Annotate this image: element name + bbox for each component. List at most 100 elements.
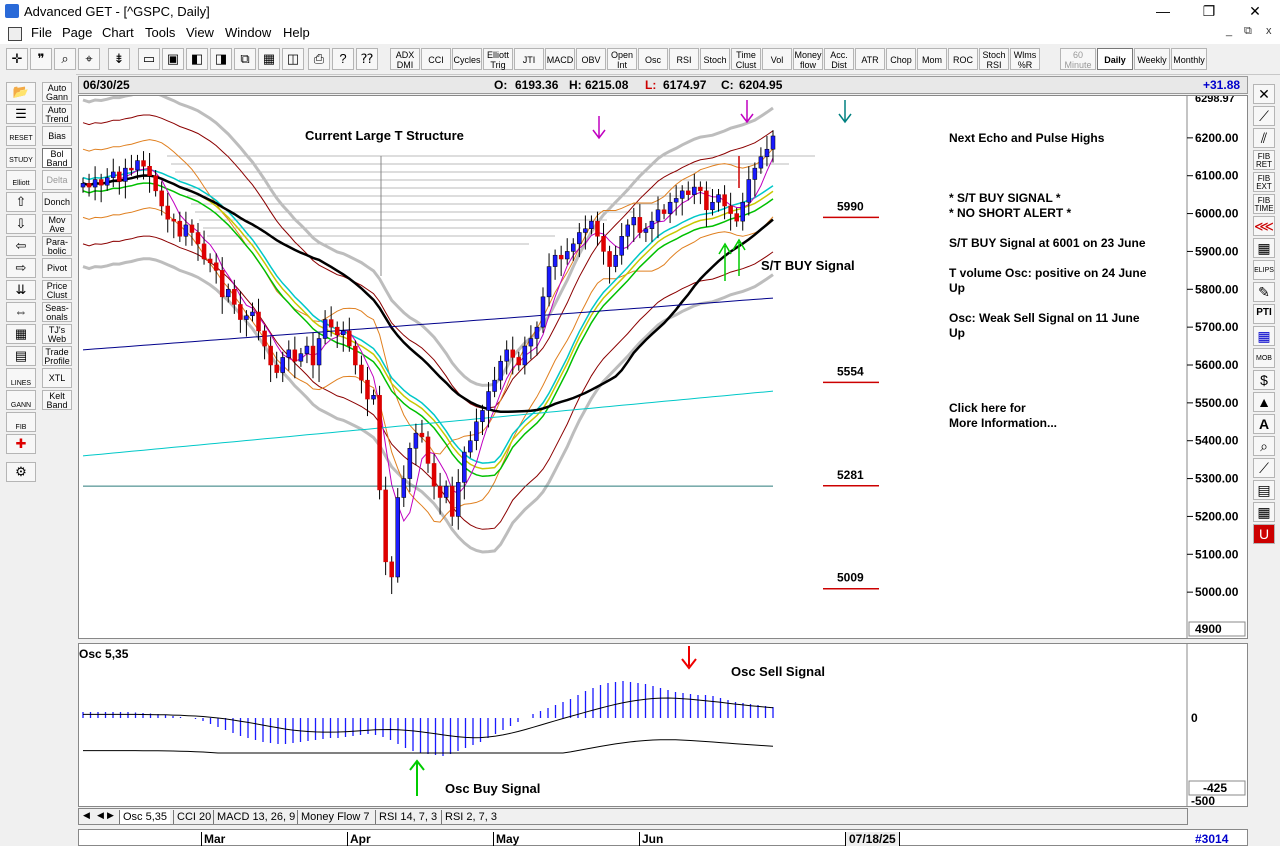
period-60-minute[interactable]: 60 Minute (1060, 48, 1096, 70)
ind-cycles[interactable]: Cycles (452, 48, 482, 70)
fib-icon[interactable]: FIB (6, 412, 36, 432)
ind-rsi[interactable]: RSI (669, 48, 699, 70)
reset-icon[interactable]: RESET (6, 126, 36, 146)
tab-cci[interactable]: CCI 20 (173, 810, 214, 824)
magnet-icon[interactable]: U (1253, 524, 1275, 544)
mob-icon[interactable]: MOB (1253, 348, 1275, 368)
grid-tool-icon[interactable]: ▦ (6, 324, 36, 344)
fib-ext-icon[interactable]: FIB EXT (1253, 172, 1275, 192)
help-icon[interactable]: ? (332, 48, 354, 70)
tab-osc[interactable]: Osc 5,35 (119, 810, 171, 824)
draw-line-icon[interactable]: ⟋ (1253, 106, 1275, 126)
ind-jti[interactable]: JTI (514, 48, 544, 70)
ind-cci[interactable]: CCI (421, 48, 451, 70)
mdi-minimize-button[interactable]: _ (1226, 25, 1233, 37)
calendar-icon[interactable]: ▤ (1253, 480, 1275, 500)
ind-roc[interactable]: ROC (948, 48, 978, 70)
mdi-close-button[interactable]: x (1266, 25, 1272, 37)
menu-file[interactable]: File (31, 25, 52, 40)
ind-macd[interactable]: MACD (545, 48, 575, 70)
tool-donch[interactable]: Donch (42, 192, 72, 212)
price-chart[interactable]: 6200.00 6100.00 6000.00 5900.00 5800.00 5700.… (79, 96, 1247, 638)
click-info-1[interactable]: Click here for (949, 401, 1026, 415)
tool-mov-ave[interactable]: Mov Ave (42, 214, 72, 234)
forward-icon[interactable]: ◨ (210, 48, 232, 70)
tool-trade-profile[interactable]: Trade Profile (42, 346, 72, 366)
period-daily[interactable]: Daily (1097, 48, 1133, 70)
table-icon[interactable]: ▤ (6, 346, 36, 366)
ind-adx-dmi[interactable]: ADX DMI (390, 48, 420, 70)
up-arrow-tool-icon[interactable]: ▲ (1253, 392, 1275, 412)
grid-lines-icon[interactable]: ▦ (1253, 238, 1275, 258)
ind-stoch[interactable]: Stoch (700, 48, 730, 70)
menu-view[interactable]: View (186, 25, 214, 40)
ind-vol[interactable]: Vol (762, 48, 792, 70)
tool-auto-gann[interactable]: Auto Gann (42, 82, 72, 102)
fib-time-icon[interactable]: FIB TIME (1253, 194, 1275, 214)
tool-bias[interactable]: Bias (42, 126, 72, 146)
ind-stoch-rsi[interactable]: Stoch RSI (979, 48, 1009, 70)
ind-acc-dist[interactable]: Acc. Dist (824, 48, 854, 70)
arrow-up-icon[interactable]: ⇧ (6, 192, 36, 212)
ind-osc[interactable]: Osc (638, 48, 668, 70)
close-button[interactable]: ✕ (1249, 3, 1261, 19)
pti-icon[interactable]: PTI (1253, 304, 1275, 324)
ind-atr[interactable]: ATR (855, 48, 885, 70)
tool-tjs-web[interactable]: TJ's Web (42, 324, 72, 344)
oscillator-chart[interactable]: Osc 5,35 0 -500 -425 Osc Sell Signal Osc… (79, 644, 1247, 806)
ind-time-clust[interactable]: Time Clust (731, 48, 761, 70)
compress-icon[interactable]: ⇊ (6, 280, 36, 300)
oscillator-pane[interactable]: Osc 5,35 0 -500 -425 Osc Sell Signal Osc… (78, 643, 1248, 807)
ind-elliott-trig[interactable]: Elliott Trig (483, 48, 513, 70)
copy-icon[interactable]: ⧉ (234, 48, 256, 70)
tab-scroll-prev-icon[interactable]: ◀ (97, 810, 104, 820)
expand-icon[interactable]: ⇔ (6, 302, 36, 322)
crosshair-icon[interactable]: ⌖ (78, 48, 100, 70)
click-info-2[interactable]: More Information... (949, 416, 1057, 430)
ind-mom[interactable]: Mom (917, 48, 947, 70)
ind-open-int[interactable]: Open Int (607, 48, 637, 70)
tab-scroll-next-icon[interactable]: ▶ (107, 810, 114, 820)
tab-rsi-2[interactable]: RSI 2, 7, 3 (441, 810, 500, 824)
layout-icon[interactable]: ◫ (282, 48, 304, 70)
document-icon[interactable] (8, 27, 22, 41)
pen-icon[interactable]: ✎ (1253, 282, 1275, 302)
ind-obv[interactable]: OBV (576, 48, 606, 70)
tab-rsi-14[interactable]: RSI 14, 7, 3 (375, 810, 440, 824)
scroll-end-icon[interactable]: ⇟ (108, 48, 130, 70)
new-file-icon[interactable]: ▭ (138, 48, 160, 70)
price-chart-pane[interactable]: 6200.00 6100.00 6000.00 5900.00 5800.00 5700.… (78, 95, 1248, 639)
checklist-icon[interactable]: ☰ (6, 104, 36, 124)
menu-page[interactable]: Page (62, 25, 93, 40)
fib-ret-icon[interactable]: FIB RET (1253, 150, 1275, 170)
study-icon[interactable]: STUDY (6, 148, 36, 168)
menu-help[interactable]: Help (283, 25, 310, 40)
tool-price-clust[interactable]: Price Clust (42, 280, 72, 300)
zoom-icon[interactable]: ⌕ (54, 48, 76, 70)
back-icon[interactable]: ◧ (186, 48, 208, 70)
context-help-icon[interactable]: ⁇ (356, 48, 378, 70)
ind-chop[interactable]: Chop (886, 48, 916, 70)
text-tool-icon[interactable]: A (1253, 414, 1275, 434)
grid-icon[interactable]: ▦ (258, 48, 280, 70)
ellipse-icon[interactable]: ELIPS (1253, 260, 1275, 280)
dollar-icon[interactable]: $ (1253, 370, 1275, 390)
ind-money-flow[interactable]: Money flow (793, 48, 823, 70)
menu-tools[interactable]: Tools (145, 25, 176, 40)
gann-icon[interactable]: GANN (6, 390, 36, 410)
crosshair-tool-icon[interactable]: ✚ (6, 434, 36, 454)
tool-pivot[interactable]: Pivot (42, 258, 72, 278)
tab-macd[interactable]: MACD 13, 26, 9 (213, 810, 298, 824)
magnify-icon[interactable]: ⌕ (1253, 436, 1275, 456)
arrow-left-icon[interactable]: ⇦ (6, 236, 36, 256)
period-weekly[interactable]: Weekly (1134, 48, 1170, 70)
tool-kelt-band[interactable]: Kelt Band (42, 390, 72, 410)
arrow-right-icon[interactable]: ⇨ (6, 258, 36, 278)
period-monthly[interactable]: Monthly (1171, 48, 1207, 70)
tool-xtl[interactable]: XTL (42, 368, 72, 388)
quote-icon[interactable]: ❞ (30, 48, 52, 70)
open-file-icon[interactable]: ▣ (162, 48, 184, 70)
tool-delta[interactable]: Delta (42, 170, 72, 190)
menu-window[interactable]: Window (225, 25, 272, 40)
brush-icon[interactable]: ⟋ (1253, 458, 1275, 478)
